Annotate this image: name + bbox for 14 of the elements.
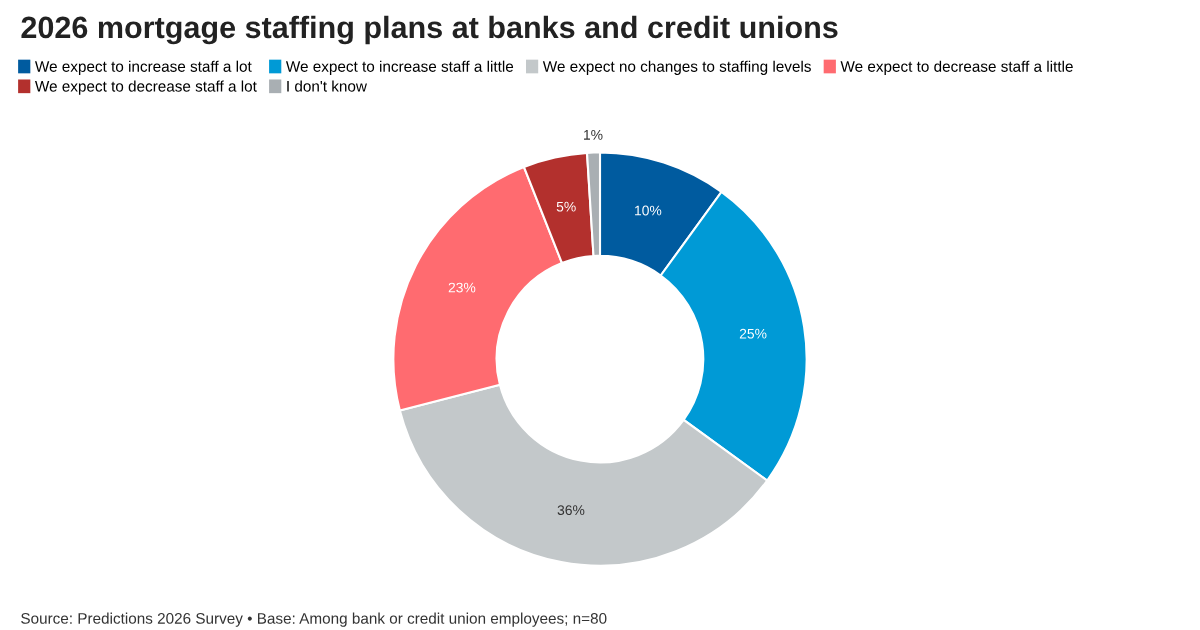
data-label: 5% [556,201,576,212]
data-label: 25% [739,328,767,339]
legend-label: I don't know [287,80,367,92]
chart-title: 2026 mortgage staffing plans at banks and credit unions [21,15,838,45]
legend-label: We expect to decrease staff a lot [34,80,257,95]
source-note: Source: Predictions 2026 Survey • Base: Among bank or credit union employees; n=80 [21,612,607,627]
legend-label: We expect no changes to staffing levels [542,60,811,75]
legend-label: We expect to increase staff a little [285,60,514,75]
legend-label: We expect to decrease staff a little [840,60,1073,75]
data-label: 1% [584,129,603,140]
data-label: 36% [557,505,585,516]
legend-label: We expect to increase staff a lot [34,60,252,75]
data-label: 23% [448,282,476,293]
data-label: 10% [635,205,662,216]
